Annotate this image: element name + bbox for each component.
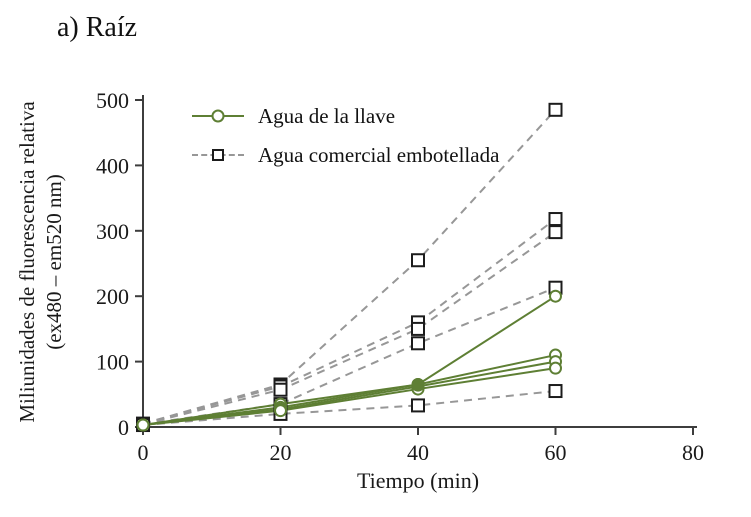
data-point-square: [411, 398, 425, 413]
y-axis-label-line2: (ex480 – em520 nm): [42, 174, 66, 350]
data-point-square: [548, 384, 563, 399]
data-point-circle: [549, 289, 562, 303]
series-line-tap: [142, 367, 556, 427]
y-axis-label-line1: Miliunidades de fluorescencia relativa: [15, 101, 39, 423]
data-point-circle-filled: [411, 378, 425, 392]
series-line-tap: [142, 295, 557, 427]
x-axis-label: Tiempo (min): [356, 468, 480, 493]
x-tick-label: 0: [138, 440, 149, 465]
y-tick-label: 300: [96, 219, 129, 244]
series-line-bottled: [142, 218, 557, 425]
legend: Agua de la llave Agua comercial embotell…: [192, 102, 499, 169]
x-tick-label: 20: [270, 440, 292, 465]
data-point-square: [548, 212, 563, 227]
data-point-square: [411, 336, 425, 351]
legend-item-tap-water: Agua de la llave: [192, 102, 499, 130]
legend-item-bottled-water: Agua comercial embotellada: [192, 141, 499, 169]
y-tick-label: 400: [96, 153, 129, 178]
data-point-square: [411, 321, 425, 336]
y-tick-label: 500: [96, 88, 129, 113]
y-tick-label: 200: [96, 284, 129, 309]
data-point-circle: [274, 404, 287, 418]
series-line-bottled: [142, 286, 556, 426]
y-tick-label: 100: [96, 350, 129, 375]
legend-label-bottled-water: Agua comercial embotellada: [258, 142, 500, 167]
circle-marker-icon: [192, 108, 244, 124]
x-tick-label: 60: [545, 440, 567, 465]
data-point-circle: [549, 361, 562, 375]
y-tick-label: 0: [118, 415, 129, 440]
data-point-square: [548, 102, 563, 117]
chart-title: a) Raíz: [57, 12, 138, 43]
series-line-bottled: [142, 231, 557, 426]
data-point-square: [411, 253, 425, 268]
data-point-circle: [136, 418, 150, 432]
legend-label-tap-water: Agua de la llave: [258, 103, 396, 128]
x-tick-label: 40: [407, 440, 429, 465]
square-marker-icon: [192, 147, 244, 163]
data-point-square: [273, 382, 288, 397]
data-point-square: [548, 225, 563, 240]
x-tick-label: 80: [682, 440, 704, 465]
y-axis-label: Miliunidades de fluorescencia relativa (…: [14, 101, 68, 422]
